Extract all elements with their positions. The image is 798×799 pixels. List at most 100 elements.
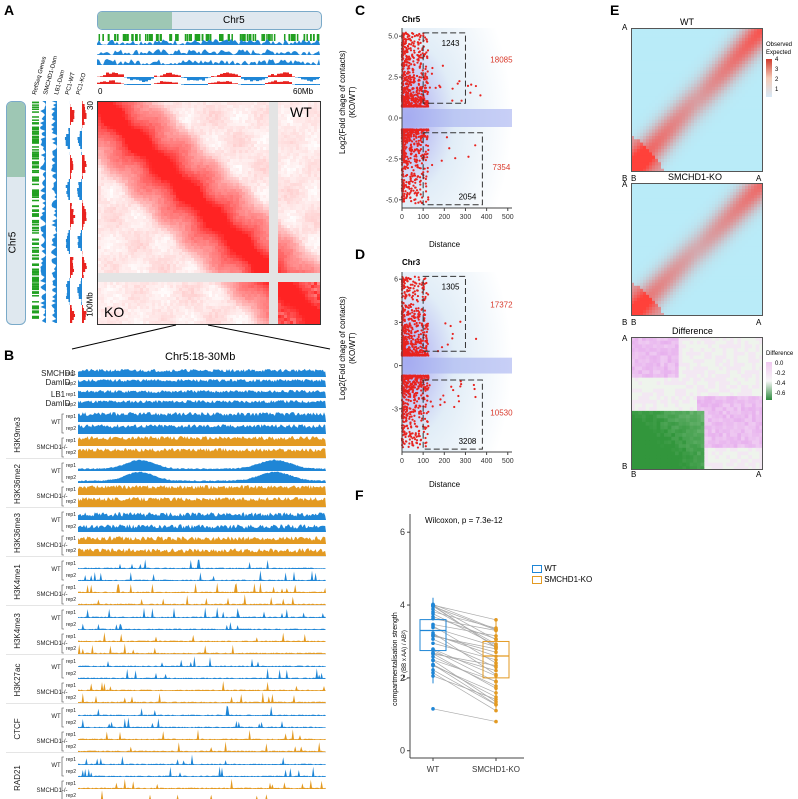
hic-cell (173, 321, 176, 324)
hic-cell (200, 225, 203, 228)
hic-cell (239, 171, 242, 174)
hic-cell (215, 144, 218, 147)
hic-cell (170, 207, 173, 210)
hic-cell (152, 135, 155, 138)
hic-cell (251, 135, 254, 138)
hic-cell (146, 129, 149, 132)
hic-cell (248, 234, 251, 237)
hic-cell (152, 285, 155, 288)
hic-cell (221, 204, 224, 207)
gene-mark (32, 307, 39, 310)
signal-track (51, 101, 57, 323)
hic-cell (188, 204, 191, 207)
hic-cell (266, 183, 269, 186)
hic-cell (164, 246, 167, 249)
hic-cell (179, 117, 182, 120)
pc1-bar (268, 75, 271, 77)
hic-cell (179, 273, 182, 276)
hic-cell (134, 210, 137, 213)
hic-cell (239, 300, 242, 303)
hic-cell (254, 252, 257, 255)
gene-mark (32, 122, 39, 124)
hic-cell (179, 228, 182, 231)
hic-cell (110, 216, 113, 219)
hic-cell (206, 168, 209, 171)
pc1-bar (190, 84, 193, 85)
pc1-bar (70, 314, 76, 317)
hic-cell (143, 192, 146, 195)
hic-cell (236, 237, 239, 240)
hic-cell (143, 210, 146, 213)
hic-cell (164, 111, 167, 114)
hic-cell (230, 189, 233, 192)
hic-cell (182, 318, 185, 321)
hic-cell (170, 120, 173, 123)
hic-cell (194, 210, 197, 213)
hic-cell (110, 189, 113, 192)
hic-cell (170, 174, 173, 177)
hic-cell (260, 195, 263, 198)
hic-cell (200, 105, 203, 108)
hic-cell (206, 213, 209, 216)
hic-cell (116, 120, 119, 123)
hic-cell (161, 183, 164, 186)
pc1-bar (70, 269, 74, 272)
hic-cell (236, 186, 239, 189)
hic-cell (131, 267, 134, 270)
gene-mark (32, 119, 39, 121)
hic-cell (182, 222, 185, 225)
hic-cell (116, 183, 119, 186)
hic-cell (239, 312, 242, 315)
hic-cell (245, 231, 248, 234)
hic-cell (194, 219, 197, 222)
hic-cell (134, 168, 137, 171)
pc1-bar (70, 167, 74, 170)
hic-cell (239, 252, 242, 255)
pc1-bar (127, 77, 130, 79)
hic-cell (227, 297, 230, 300)
hic-cell (182, 195, 185, 198)
hic-cell (218, 306, 221, 309)
pc1-bar (79, 197, 82, 200)
hic-cell (260, 225, 263, 228)
hic-cell (185, 285, 188, 288)
hic-cell (155, 294, 158, 297)
hic-cell (197, 159, 200, 162)
hic-cell (206, 207, 209, 210)
hic-cell (200, 180, 203, 183)
hic-cell (101, 276, 104, 279)
hic-cell (242, 240, 245, 243)
hic-cell (212, 240, 215, 243)
hic-cell (227, 102, 230, 105)
hic-cell (125, 249, 128, 252)
hic-cell (116, 198, 119, 201)
hic-cell (164, 204, 167, 207)
gene-mark (205, 34, 208, 41)
pc1-bar (82, 104, 85, 107)
hic-cell (248, 315, 251, 318)
hic-cell (170, 105, 173, 108)
hic-cell (167, 138, 170, 141)
hic-cell (212, 228, 215, 231)
hic-cell (251, 285, 254, 288)
pc1-bar (154, 75, 157, 77)
hic-cell (269, 102, 272, 105)
hic-cell (272, 171, 275, 174)
hic-cell (263, 111, 266, 114)
hic-cell (158, 204, 161, 207)
hic-cell (260, 180, 263, 183)
hic-cell (134, 285, 137, 288)
hic-cell (215, 219, 218, 222)
hic-cell (137, 237, 140, 240)
pc1-bar (259, 84, 262, 85)
hic-cell (269, 168, 272, 171)
hic-cell (191, 138, 194, 141)
hic-cell (209, 216, 212, 219)
hic-cell (170, 261, 173, 264)
hic-cell (233, 285, 236, 288)
hic-cell (101, 210, 104, 213)
hic-cell (158, 222, 161, 225)
hic-cell (122, 135, 125, 138)
hic-cell (158, 216, 161, 219)
hic-cell (119, 255, 122, 258)
